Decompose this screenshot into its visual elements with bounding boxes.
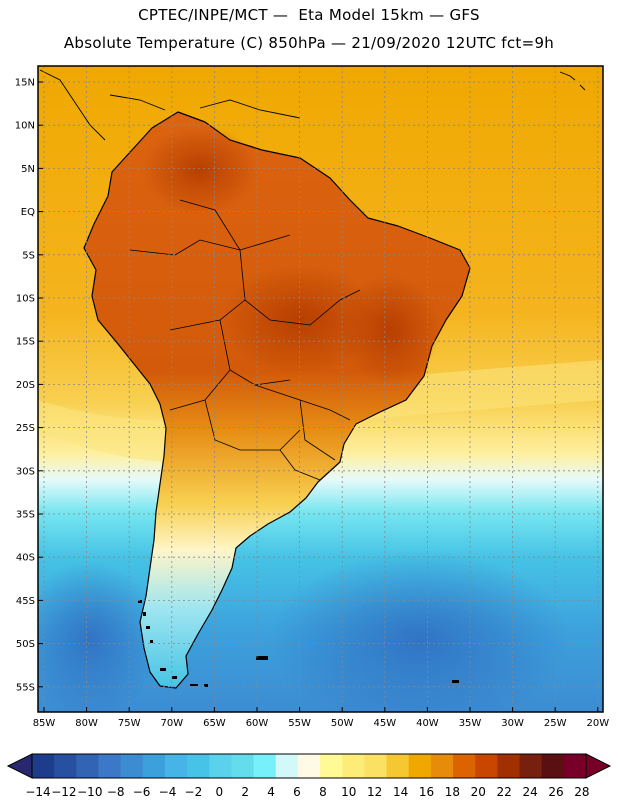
colorbar-label: 26 (548, 785, 563, 799)
lat-label: 35S (16, 510, 35, 521)
lat-label: 10S (16, 294, 35, 305)
cold-pool-pacific (38, 560, 160, 712)
colorbar-cell (497, 754, 521, 778)
lon-label: 35W (459, 718, 482, 729)
lon-label: 40W (416, 718, 439, 729)
lon-label: 80W (75, 718, 98, 729)
colorbar-label: −2 (185, 785, 203, 799)
colorbar-cell (253, 754, 277, 778)
lat-label: 50S (16, 639, 35, 650)
lon-label: 60W (246, 718, 269, 729)
lat-label: 5S (22, 250, 35, 261)
colorbar-label: 28 (574, 785, 589, 799)
cold-pool-atlantic (270, 550, 570, 712)
colorbar-cell (120, 754, 144, 778)
colorbar-label: −14 (25, 785, 50, 799)
colorbar-label: 12 (367, 785, 382, 799)
colorbar-label: 14 (393, 785, 408, 799)
colorbar-cell (76, 754, 99, 778)
colorbar-cell (164, 754, 188, 778)
lat-label: 55S (16, 682, 35, 693)
lat-label: 40S (16, 553, 35, 564)
colorbar-cell (430, 754, 454, 778)
lon-label: 55W (288, 718, 311, 729)
colorbar-label: −6 (133, 785, 151, 799)
map-frame (37, 65, 604, 713)
colorbar-under-arrow (6, 753, 33, 779)
longitude-labels: 85W 80W 75W 70W 65W 60W 55W 50W 45W 40W 35W 30W 25W 2… (33, 718, 610, 729)
colorbar-cell (231, 754, 255, 778)
country-borders (129, 199, 361, 481)
colorbar-label: −4 (159, 785, 177, 799)
lat-label: 15S (16, 337, 35, 348)
lat-label: 15N (15, 78, 35, 89)
colorbar-label: 0 (215, 785, 223, 799)
colorbar-label: −10 (77, 785, 102, 799)
colorbar-label: 4 (267, 785, 275, 799)
colorbar-cell (342, 754, 365, 778)
patagonia-islands (138, 600, 459, 687)
caribbean-coast (39, 69, 586, 141)
colorbar-cell (364, 754, 388, 778)
lat-label: 10N (15, 121, 35, 132)
colorbar-cell (320, 754, 343, 778)
colorbar-label: −8 (107, 785, 125, 799)
colorbar-label: 6 (293, 785, 301, 799)
colorbar-label: 8 (319, 785, 327, 799)
lat-label: 20S (16, 380, 35, 391)
colorbar-cell (475, 754, 498, 778)
lon-label: 75W (118, 718, 141, 729)
colorbar-cell (142, 754, 166, 778)
colorbar-cell (408, 754, 432, 778)
hot-core-central-brazil (220, 265, 380, 375)
lon-label: 65W (203, 718, 226, 729)
colorbar-cell (209, 754, 232, 778)
lat-label: EQ (21, 207, 35, 218)
lon-label: 50W (331, 718, 354, 729)
axis-ticks (38, 81, 599, 712)
colorbar-cell (187, 754, 210, 778)
colorbar-cell (386, 754, 410, 778)
map-title-line-1: CPTEC/INPE/MCT — Eta Model 15km — GFS (138, 6, 480, 24)
south-america-landmass (83, 111, 471, 689)
lon-label: 70W (160, 718, 183, 729)
colorbar-cell (98, 754, 122, 778)
colorbar-cell (54, 754, 77, 778)
lon-label: 20W (586, 718, 609, 729)
colorbar-label: 16 (419, 785, 434, 799)
map-title-line-2: Absolute Temperature (C) 850hPa — 21/09/… (63, 34, 555, 52)
colorbar-label: 10 (341, 785, 356, 799)
colorbar-label: 20 (471, 785, 486, 799)
colorbar-cell (541, 754, 565, 778)
colorbar-cell (275, 754, 299, 778)
colorbar-cell (453, 754, 476, 778)
hot-core-east-brazil (340, 275, 440, 385)
graticule (38, 66, 603, 712)
colorbar-cell (563, 754, 587, 778)
colorbar-label: 18 (445, 785, 460, 799)
colorbar-label: 24 (522, 785, 537, 799)
colorbar-label: 22 (497, 785, 512, 799)
latitude-labels: 15N 10N 5N EQ 5S 10S 15S 20S 25S 30S 35S 40S 45S 50S 5… (15, 78, 35, 694)
colorbar-label: 2 (241, 785, 249, 799)
colorbar-cell (32, 754, 55, 778)
colorbar-label: −12 (51, 785, 76, 799)
colorbar-cell (297, 754, 321, 778)
lat-label: 30S (16, 466, 35, 477)
lon-label: 85W (33, 718, 56, 729)
lon-label: 25W (544, 718, 567, 729)
lat-label: 5N (21, 164, 35, 175)
lat-label: 25S (16, 423, 35, 434)
colorbar-over-arrow (585, 753, 612, 779)
colorbar-cell (519, 754, 543, 778)
colorbar: −14 −12 −10 −8 −6 −4 −2 0 2 4 6 8 10 12 14 16 18 20 22 24 26… (6, 753, 612, 799)
hot-core-north (140, 125, 260, 215)
lat-label: 45S (16, 596, 35, 607)
lon-label: 30W (501, 718, 524, 729)
lon-label: 45W (373, 718, 396, 729)
